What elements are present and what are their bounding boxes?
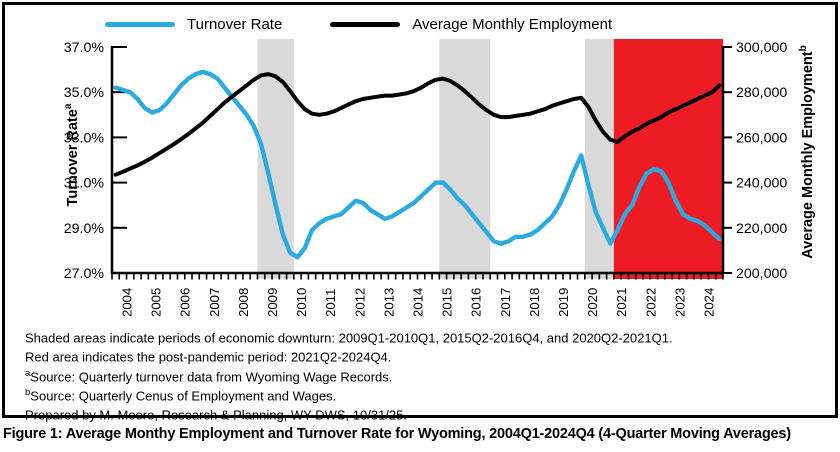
- left-axis-tick-label: 27.0%: [64, 266, 105, 282]
- employment-line: [113, 72, 722, 177]
- post-pandemic-band: [613, 39, 723, 279]
- year-label: 2024: [701, 288, 716, 317]
- year-label: 2008: [236, 288, 251, 317]
- year-label: 2015: [440, 288, 455, 317]
- year-label: 2009: [265, 288, 280, 317]
- year-label: 2006: [178, 288, 193, 317]
- year-label: 2022: [643, 288, 658, 317]
- year-label: 2016: [469, 288, 484, 317]
- figure-box: 37.0% 35.0% 33.0% 31.0% 29.0% 27.0% 300,000 280…: [2, 2, 838, 423]
- year-label: 2023: [672, 288, 687, 317]
- year-label: 2020: [585, 288, 600, 317]
- year-label: 2012: [352, 288, 367, 317]
- year-label: 2007: [207, 288, 222, 317]
- note-red-area: Red area indicates the post-pandemic per…: [25, 349, 392, 365]
- turnover-rate-legend-label: Turnover Rate: [187, 16, 283, 33]
- left-axis-tick-label: 31.0%: [64, 176, 105, 192]
- left-axis-tick-label: 35.0%: [64, 85, 105, 101]
- year-label: 2017: [498, 288, 513, 317]
- year-label: 2014: [411, 288, 426, 317]
- chart-canvas: 37.0% 35.0% 33.0% 31.0% 29.0% 27.0% 300,000 280…: [64, 39, 787, 317]
- year-label: 2019: [556, 288, 571, 317]
- figure-caption: Figure 1: Average Monthy Employment and …: [3, 426, 791, 442]
- year-label: 2011: [323, 289, 338, 317]
- right-axis-title: Average Monthly Employmentb: [798, 45, 816, 259]
- year-label: 2010: [294, 288, 309, 317]
- left-axis-tick-label: 29.0%: [64, 221, 105, 237]
- year-label: 2018: [527, 288, 542, 317]
- left-axis-tick-label: 33.0%: [64, 130, 105, 146]
- notes-block: Shaded areas indicate periods of economi…: [25, 327, 673, 424]
- right-axis-tick-label: 200,000: [736, 266, 787, 282]
- right-axis-tick-label: 240,000: [736, 176, 787, 192]
- downturn-band: [439, 39, 491, 279]
- chart-legend: Turnover Rate Average Monthly Employment: [105, 16, 648, 33]
- turnover-rate-line: [113, 69, 722, 260]
- year-label: 2004: [120, 288, 135, 317]
- right-axis-tick-label: 280,000: [736, 85, 787, 101]
- left-axis-title: Turnover Ratea: [63, 103, 81, 207]
- left-axis-tick-label: 37.0%: [64, 40, 105, 56]
- right-axis-tick-label: 260,000: [736, 130, 787, 146]
- note-prepared-by: Prepared by M. Moore, Research & Plannin…: [25, 407, 407, 423]
- year-label: 2005: [149, 288, 164, 317]
- turnover-rate-legend-swatch: [105, 22, 175, 27]
- note-source-b: bSource: Quarterly Cenus of Employment a…: [25, 386, 337, 404]
- note-shaded-areas: Shaded areas indicate periods of economi…: [25, 330, 673, 346]
- note-source-a: aSource: Quarterly turnover data from Wy…: [25, 367, 393, 384]
- employment-legend-swatch: [330, 22, 401, 27]
- year-label: 2021: [614, 288, 629, 317]
- employment-legend-label: Average Monthly Employment: [412, 16, 613, 33]
- year-label: 2013: [381, 288, 396, 317]
- right-axis-tick-label: 300,000: [736, 40, 787, 56]
- right-axis-tick-label: 220,000: [736, 221, 787, 237]
